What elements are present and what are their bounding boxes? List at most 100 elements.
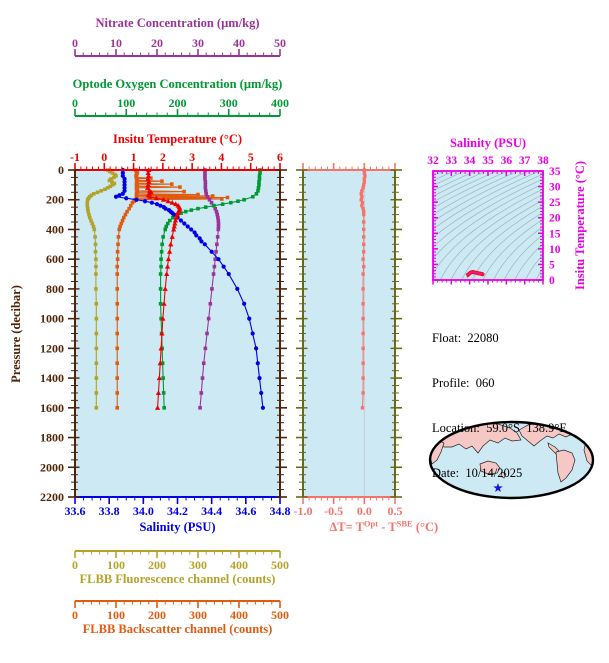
data-marker <box>178 218 184 223</box>
isopycnal-contour <box>440 194 543 280</box>
float-id-line: Float: 22080 <box>432 331 499 345</box>
data-marker <box>164 224 169 229</box>
data-marker <box>205 331 209 336</box>
data-marker <box>115 391 120 395</box>
data-marker <box>161 300 167 306</box>
data-marker <box>169 199 175 205</box>
data-marker <box>361 257 365 261</box>
data-marker <box>242 301 247 306</box>
data-marker <box>99 189 104 193</box>
data-marker <box>208 301 213 306</box>
data-marker <box>211 272 216 276</box>
data-marker <box>361 206 365 211</box>
data-marker <box>110 183 115 187</box>
data-marker <box>259 390 264 396</box>
ts-temperature-tick-label: 0 <box>549 275 555 287</box>
data-marker <box>160 196 167 202</box>
data-marker <box>256 189 260 193</box>
pressure-tick-label: 2000 <box>40 460 64 474</box>
tick-label: 34.4 <box>201 504 222 518</box>
tick-label: 400 <box>271 96 289 110</box>
data-marker <box>196 192 200 197</box>
data-marker <box>113 194 119 199</box>
data-marker <box>361 302 365 306</box>
data-marker <box>203 346 208 351</box>
data-marker <box>201 361 206 366</box>
data-marker <box>157 360 163 366</box>
data-marker <box>107 178 112 183</box>
data-marker <box>200 376 205 380</box>
pressure-tick-label: 1800 <box>40 431 64 445</box>
pressure-tick-label: 1200 <box>40 341 64 355</box>
map-outline <box>428 420 595 500</box>
ts-salinity-tick-label: 37 <box>519 155 531 167</box>
data-marker <box>215 235 220 239</box>
data-marker <box>213 257 218 261</box>
data-marker <box>145 185 151 190</box>
data-marker <box>172 220 178 226</box>
data-marker <box>120 218 125 223</box>
data-marker <box>189 227 194 232</box>
tick-label: 500 <box>271 558 289 572</box>
oxygen-axis: 0 100 200 300 400 <box>72 96 289 117</box>
data-marker <box>155 390 162 395</box>
data-marker <box>359 198 363 202</box>
tick-label: 500 <box>271 608 289 622</box>
data-marker <box>91 224 96 229</box>
data-marker <box>361 346 365 351</box>
data-marker <box>127 206 131 211</box>
data-marker <box>361 272 365 276</box>
data-marker <box>158 203 163 208</box>
tick-label: 0 <box>101 150 107 164</box>
data-marker <box>117 227 122 232</box>
data-marker <box>179 211 183 215</box>
data-marker <box>360 406 365 410</box>
isopycnal-contour <box>493 226 543 280</box>
data-marker <box>149 200 154 205</box>
data-marker <box>257 375 262 381</box>
ts-temperature-tick-label: 15 <box>549 228 561 240</box>
isopycnal-contour <box>433 171 508 209</box>
generated-graphics: 0 10 20 30 40 500 100 200 300 400-1 0 1 2 3 4 5 633.6 33.… <box>40 36 595 622</box>
data-marker <box>361 391 365 395</box>
data-marker <box>210 194 215 198</box>
data-marker <box>115 287 120 291</box>
ts-temperature-tick-label: 10 <box>549 244 561 256</box>
ts-temperature-tick-label: 5 <box>549 259 555 271</box>
delta-pressure-ticks-right <box>390 169 402 498</box>
data-marker <box>172 217 179 223</box>
data-marker <box>94 257 98 261</box>
data-marker <box>115 331 120 336</box>
data-marker <box>361 186 365 190</box>
data-marker <box>216 257 221 262</box>
data-marker <box>203 189 208 193</box>
tick-label: 6 <box>277 150 283 164</box>
data-marker <box>251 194 255 199</box>
data-marker <box>122 176 127 182</box>
data-marker <box>159 264 163 269</box>
data-marker <box>169 182 174 186</box>
delta-label-sup-opt: Opt <box>364 519 378 529</box>
data-marker <box>203 177 207 181</box>
ts-plot-background <box>433 171 543 280</box>
data-marker <box>214 209 219 214</box>
data-marker <box>118 224 122 229</box>
data-marker <box>115 257 120 261</box>
data-marker <box>360 201 365 205</box>
data-marker <box>90 221 95 226</box>
oxygen-axis-title: Optode Oxygen Concentration (µm/kg) <box>73 77 283 91</box>
ts-salinity-tick-label: 33 <box>446 155 458 167</box>
tick-label: 40 <box>233 36 245 50</box>
tick-label: 0 <box>72 558 78 572</box>
data-marker <box>260 405 266 410</box>
tick-label: -1 <box>70 150 80 164</box>
data-marker <box>122 179 127 184</box>
data-marker <box>156 375 162 381</box>
data-marker <box>158 272 163 276</box>
data-marker <box>236 199 240 204</box>
temperature-axis-ticks: -1 0 1 2 3 4 5 6 <box>70 150 283 170</box>
data-marker <box>214 249 218 254</box>
salinity-axis-title: Salinity (PSU) <box>139 520 215 534</box>
data-marker <box>189 208 194 212</box>
